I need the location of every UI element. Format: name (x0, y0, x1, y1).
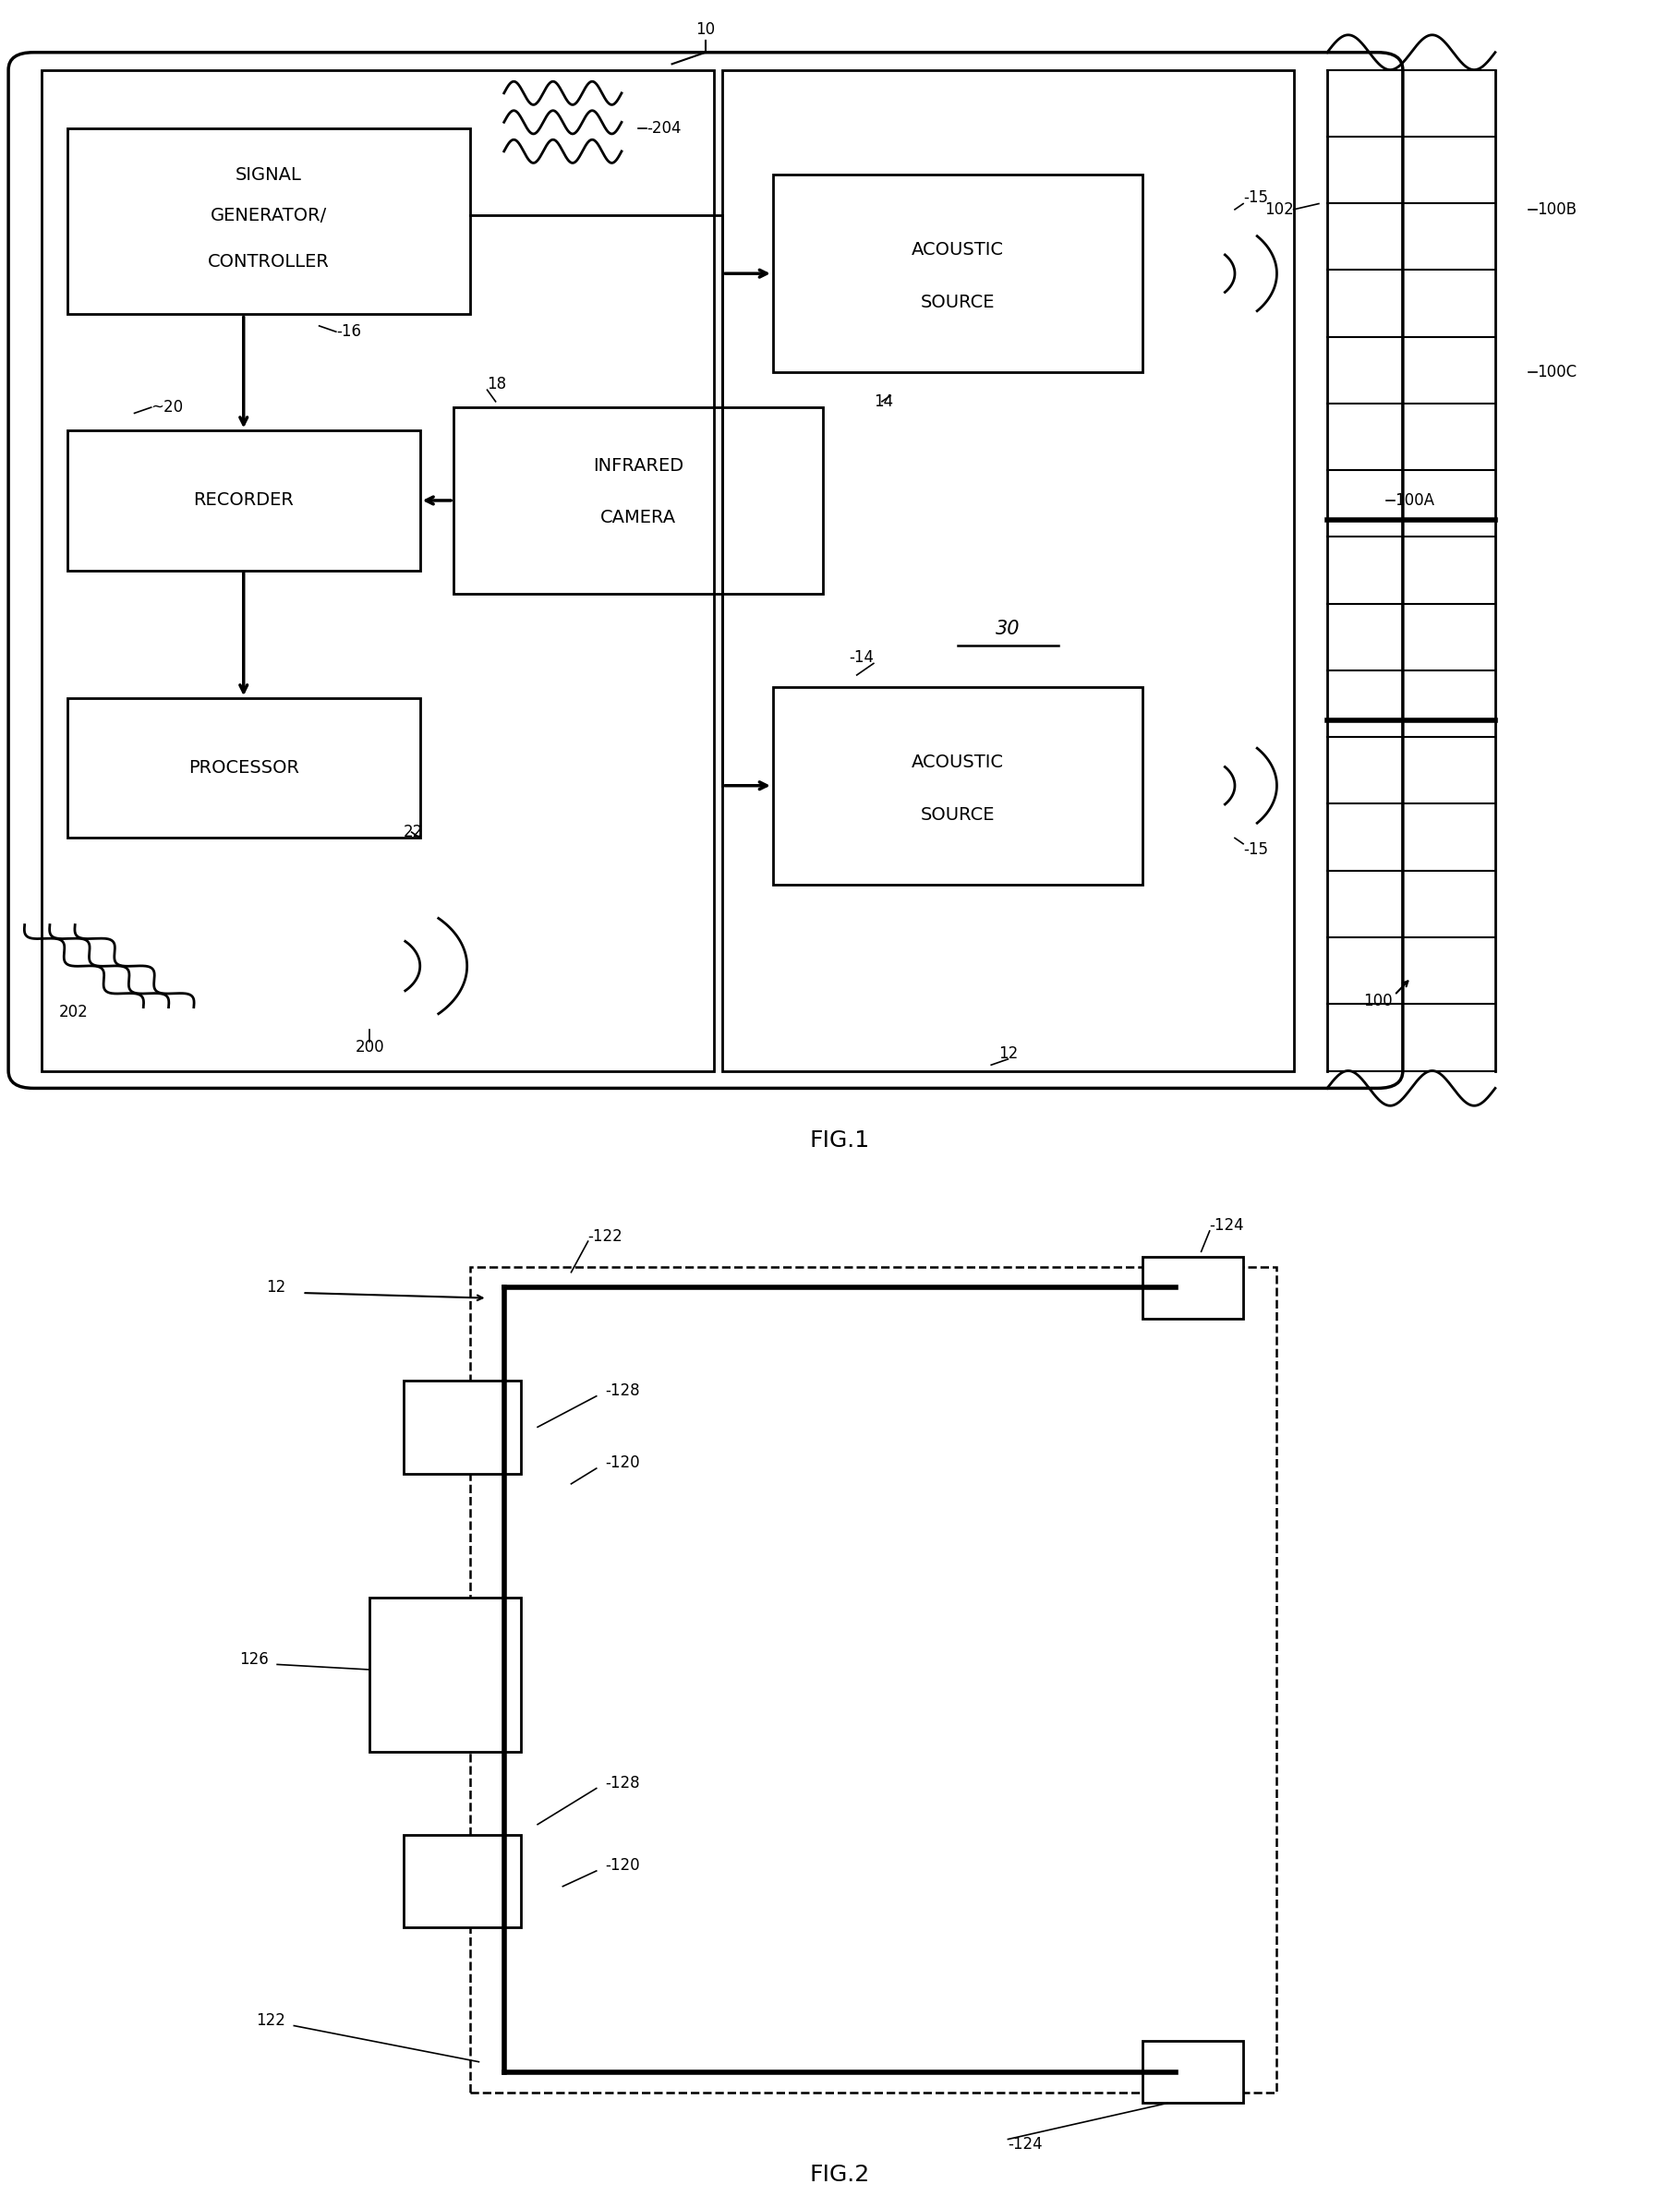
Text: 100: 100 (1362, 993, 1393, 1010)
Text: 122: 122 (255, 2012, 286, 2029)
Text: -120: -120 (605, 1456, 640, 1471)
Text: INFRARED: INFRARED (593, 457, 684, 474)
Text: CONTROLLER: CONTROLLER (208, 253, 329, 270)
Text: 12: 12 (998, 1045, 1018, 1061)
Text: 12: 12 (265, 1280, 286, 1296)
Text: ACOUSTIC: ACOUSTIC (912, 242, 1003, 259)
Text: -16: -16 (336, 323, 361, 340)
Text: SOURCE: SOURCE (921, 806, 995, 824)
Text: GENERATOR/: GENERATOR/ (210, 206, 328, 224)
Text: 14: 14 (874, 393, 894, 411)
Text: FIG.2: FIG.2 (810, 2163, 870, 2185)
Text: RECORDER: RECORDER (193, 492, 294, 509)
FancyBboxPatch shape (1142, 1256, 1243, 1318)
Text: 126: 126 (240, 1651, 269, 1667)
Text: SOURCE: SOURCE (921, 294, 995, 312)
Text: 100A: 100A (1394, 492, 1435, 509)
Text: 18: 18 (487, 376, 507, 393)
Text: -120: -120 (605, 1858, 640, 1873)
Text: ~20: ~20 (151, 400, 183, 415)
Text: -124: -124 (1210, 1217, 1245, 1234)
Text: FIG.1: FIG.1 (810, 1129, 870, 1151)
Text: 100B: 100B (1537, 202, 1578, 217)
Text: -14: -14 (848, 650, 874, 665)
Text: -15: -15 (1243, 841, 1268, 859)
Text: 100C: 100C (1537, 365, 1578, 380)
Text: -122: -122 (588, 1228, 623, 1245)
Text: -124: -124 (1008, 2137, 1043, 2152)
Text: 102: 102 (1265, 202, 1294, 217)
Text: PROCESSOR: PROCESSOR (188, 760, 299, 777)
Text: -128: -128 (605, 1383, 640, 1399)
Text: CAMERA: CAMERA (600, 509, 677, 527)
Text: 200: 200 (354, 1039, 385, 1056)
Text: -15: -15 (1243, 189, 1268, 206)
Text: -128: -128 (605, 1774, 640, 1792)
FancyBboxPatch shape (370, 1596, 521, 1752)
Text: -204: -204 (647, 121, 682, 136)
FancyBboxPatch shape (403, 1381, 521, 1474)
Text: 10: 10 (696, 20, 716, 37)
FancyBboxPatch shape (403, 1836, 521, 1928)
Text: SIGNAL: SIGNAL (235, 167, 302, 182)
Text: 30: 30 (996, 619, 1020, 637)
Text: 202: 202 (59, 1004, 87, 1021)
Text: 22: 22 (403, 824, 423, 841)
FancyBboxPatch shape (1142, 2042, 1243, 2104)
Text: ACOUSTIC: ACOUSTIC (912, 753, 1003, 771)
